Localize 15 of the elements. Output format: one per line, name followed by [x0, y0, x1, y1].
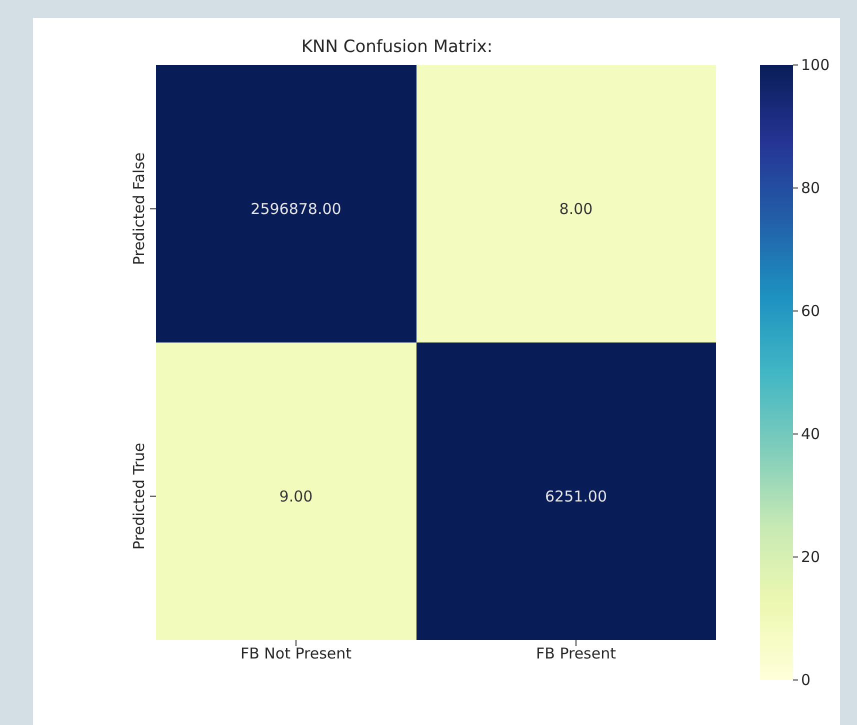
chart-title: KNN Confusion Matrix: [301, 37, 493, 57]
data-label: 2596878.00 [250, 200, 342, 218]
data-label: 8.00 [559, 200, 593, 218]
color-bar-label: 20 [801, 548, 820, 566]
color-bar-label: 80 [801, 179, 820, 197]
data-label: 6251.00 [544, 487, 608, 506]
color-bar-label: 60 [801, 302, 820, 320]
color-bar-label: 0 [801, 671, 811, 689]
y-tick-label: Predicted False [130, 152, 148, 266]
x-tick-label: FB Not Present [240, 644, 352, 663]
color-bar-label: 100 [801, 56, 830, 74]
x-tick-label: FB Present [536, 644, 616, 663]
color-bar-label: 40 [801, 425, 820, 443]
data-label: 9.00 [279, 487, 313, 506]
y-tick-label: Predicted True [130, 442, 148, 550]
